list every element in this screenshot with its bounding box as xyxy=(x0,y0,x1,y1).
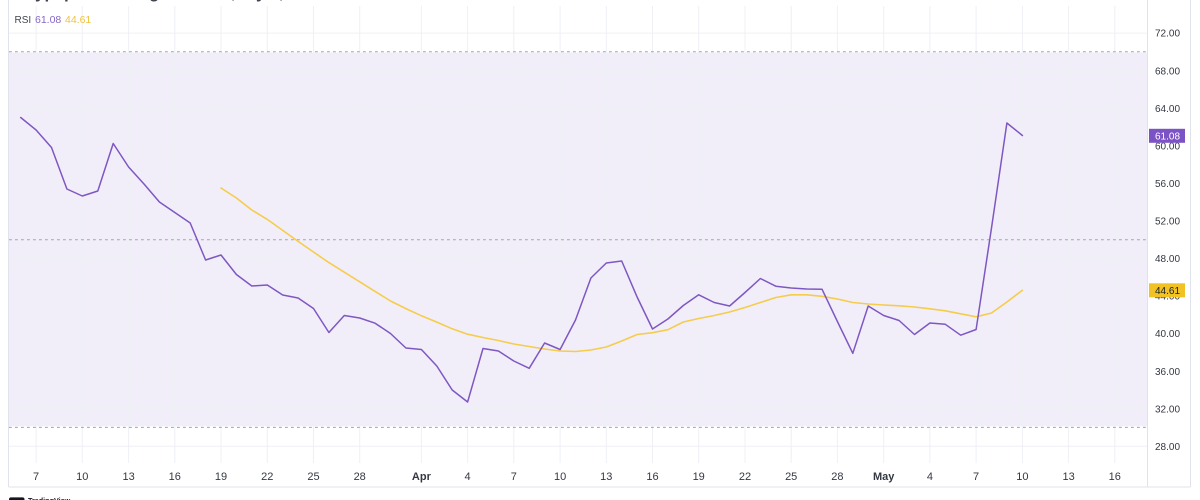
svg-text:19: 19 xyxy=(215,471,227,483)
svg-text:64.00: 64.00 xyxy=(1155,104,1180,115)
svg-text:25: 25 xyxy=(785,471,797,483)
svg-text:13: 13 xyxy=(600,471,612,483)
svg-text:13: 13 xyxy=(1062,471,1074,483)
svg-text:44.61: 44.61 xyxy=(1155,286,1180,297)
svg-text:TradingView: TradingView xyxy=(28,496,71,500)
svg-text:10: 10 xyxy=(554,471,566,483)
svg-text:44.61: 44.61 xyxy=(65,14,91,26)
svg-text:16: 16 xyxy=(1109,471,1121,483)
svg-text:28: 28 xyxy=(831,471,843,483)
svg-text:13: 13 xyxy=(122,471,134,483)
svg-text:RSI: RSI xyxy=(15,15,32,26)
svg-text:10: 10 xyxy=(1016,471,1028,483)
svg-text:22: 22 xyxy=(739,471,751,483)
svg-text:Apr: Apr xyxy=(412,471,432,483)
svg-text:68.00: 68.00 xyxy=(1155,66,1180,77)
svg-text:28: 28 xyxy=(354,471,366,483)
svg-text:25: 25 xyxy=(307,471,319,483)
svg-text:May: May xyxy=(873,471,895,483)
svg-text:4: 4 xyxy=(465,471,471,483)
svg-text:28.00: 28.00 xyxy=(1155,442,1180,453)
svg-text:22: 22 xyxy=(261,471,273,483)
svg-text:52.00: 52.00 xyxy=(1155,217,1180,228)
svg-text:40.00: 40.00 xyxy=(1155,329,1180,340)
svg-text:7: 7 xyxy=(973,471,979,483)
svg-text:16: 16 xyxy=(169,471,181,483)
svg-text:32.00: 32.00 xyxy=(1155,404,1180,415)
svg-text:72.00: 72.00 xyxy=(1155,29,1180,40)
svg-text:56.00: 56.00 xyxy=(1155,179,1180,190)
svg-text:61.08: 61.08 xyxy=(35,14,61,26)
svg-text:7: 7 xyxy=(511,471,517,483)
svg-text:61.08: 61.08 xyxy=(1155,131,1180,142)
svg-text:4: 4 xyxy=(927,471,933,483)
svg-text:60.00: 60.00 xyxy=(1155,141,1180,152)
svg-text:7: 7 xyxy=(33,471,39,483)
svg-text:48.00: 48.00 xyxy=(1155,254,1180,265)
svg-text:10: 10 xyxy=(76,471,88,483)
svg-text:36.00: 36.00 xyxy=(1155,367,1180,378)
svg-text:16: 16 xyxy=(646,471,658,483)
svg-text:19: 19 xyxy=(693,471,705,483)
